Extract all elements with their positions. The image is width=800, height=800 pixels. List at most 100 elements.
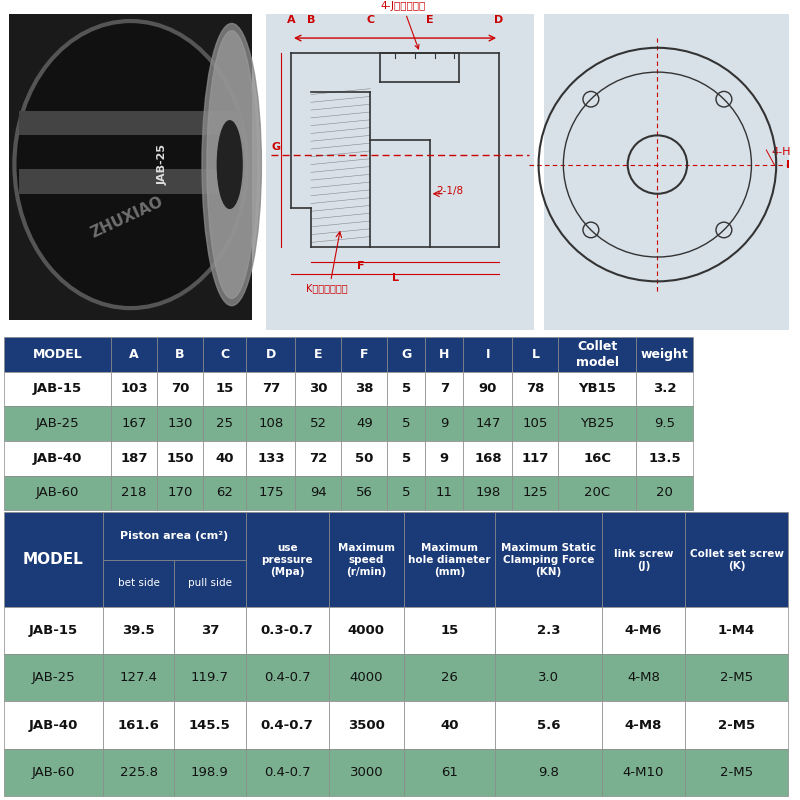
FancyBboxPatch shape [246, 654, 329, 702]
Text: JAB-60: JAB-60 [36, 486, 79, 499]
FancyBboxPatch shape [157, 406, 202, 441]
FancyBboxPatch shape [342, 406, 387, 441]
Text: 150: 150 [166, 452, 194, 465]
FancyBboxPatch shape [202, 406, 246, 441]
FancyBboxPatch shape [495, 749, 602, 796]
FancyBboxPatch shape [103, 560, 174, 607]
Text: 127.4: 127.4 [120, 671, 158, 684]
Text: 9.8: 9.8 [538, 766, 559, 779]
Text: Maximum
speed
(r/min): Maximum speed (r/min) [338, 542, 395, 577]
FancyBboxPatch shape [495, 702, 602, 749]
FancyBboxPatch shape [157, 337, 202, 372]
Ellipse shape [202, 23, 262, 306]
Text: link screw
(J): link screw (J) [614, 549, 674, 570]
FancyBboxPatch shape [103, 607, 174, 654]
FancyBboxPatch shape [329, 512, 404, 607]
FancyBboxPatch shape [111, 441, 157, 476]
Text: Maximum Static
Clamping Force
(KN): Maximum Static Clamping Force (KN) [501, 542, 596, 577]
Text: 16C: 16C [583, 452, 611, 465]
FancyBboxPatch shape [495, 654, 602, 702]
Text: 4000: 4000 [348, 624, 385, 637]
FancyBboxPatch shape [246, 702, 329, 749]
Text: 0.3-0.7: 0.3-0.7 [261, 624, 314, 637]
Text: 225.8: 225.8 [120, 766, 158, 779]
FancyBboxPatch shape [111, 372, 157, 406]
Text: JAB-25: JAB-25 [158, 144, 167, 185]
Text: 26: 26 [441, 671, 458, 684]
Text: 187: 187 [120, 452, 148, 465]
FancyBboxPatch shape [202, 476, 246, 510]
Text: F: F [357, 261, 364, 270]
FancyBboxPatch shape [602, 607, 685, 654]
Text: B: B [306, 15, 315, 26]
FancyBboxPatch shape [636, 441, 693, 476]
FancyBboxPatch shape [558, 441, 636, 476]
Text: 7: 7 [440, 382, 449, 395]
FancyBboxPatch shape [246, 406, 295, 441]
Text: JAB-15: JAB-15 [29, 624, 78, 637]
FancyBboxPatch shape [685, 654, 788, 702]
Text: 4-H: 4-H [771, 147, 790, 157]
FancyBboxPatch shape [246, 607, 329, 654]
FancyBboxPatch shape [495, 607, 602, 654]
Text: 38: 38 [355, 382, 374, 395]
FancyBboxPatch shape [4, 337, 111, 372]
Text: 2-M5: 2-M5 [720, 766, 753, 779]
Text: I: I [486, 348, 490, 361]
Text: Piston area (cm²): Piston area (cm²) [120, 531, 229, 541]
Text: JAB-15: JAB-15 [33, 382, 82, 395]
FancyBboxPatch shape [246, 512, 329, 607]
Text: D: D [494, 15, 504, 26]
Text: E: E [426, 15, 434, 26]
Text: JAB-40: JAB-40 [29, 718, 78, 731]
FancyBboxPatch shape [636, 337, 693, 372]
Text: 4-M6: 4-M6 [625, 624, 662, 637]
Text: 4-M10: 4-M10 [623, 766, 664, 779]
FancyBboxPatch shape [513, 441, 558, 476]
Text: 168: 168 [474, 452, 502, 465]
Text: D: D [266, 348, 276, 361]
Text: bet side: bet side [118, 578, 159, 588]
FancyBboxPatch shape [329, 702, 404, 749]
Text: use
pressure
(Mpa): use pressure (Mpa) [262, 542, 313, 577]
FancyBboxPatch shape [295, 337, 342, 372]
FancyBboxPatch shape [174, 654, 246, 702]
FancyBboxPatch shape [463, 337, 513, 372]
Text: 0.4-0.7: 0.4-0.7 [264, 671, 310, 684]
Text: 11: 11 [436, 486, 453, 499]
Text: 56: 56 [356, 486, 373, 499]
FancyBboxPatch shape [111, 337, 157, 372]
Text: 130: 130 [167, 417, 193, 430]
Text: 117: 117 [522, 452, 549, 465]
Text: 133: 133 [257, 452, 285, 465]
FancyBboxPatch shape [636, 406, 693, 441]
FancyBboxPatch shape [174, 702, 246, 749]
FancyBboxPatch shape [387, 476, 426, 510]
FancyBboxPatch shape [685, 702, 788, 749]
Text: 52: 52 [310, 417, 327, 430]
FancyBboxPatch shape [426, 372, 463, 406]
Text: 40: 40 [215, 452, 234, 465]
Text: L: L [531, 348, 539, 361]
Text: MODEL: MODEL [33, 348, 82, 361]
Text: Maximum
hole diameter
(mm): Maximum hole diameter (mm) [408, 542, 490, 577]
FancyBboxPatch shape [387, 441, 426, 476]
FancyBboxPatch shape [246, 337, 295, 372]
FancyBboxPatch shape [329, 607, 404, 654]
FancyBboxPatch shape [426, 337, 463, 372]
Text: 198.9: 198.9 [191, 766, 229, 779]
Text: B: B [175, 348, 185, 361]
FancyBboxPatch shape [4, 654, 103, 702]
Text: 2.3: 2.3 [537, 624, 560, 637]
Text: 3000: 3000 [350, 766, 383, 779]
FancyBboxPatch shape [558, 372, 636, 406]
Text: 161.6: 161.6 [118, 718, 159, 731]
FancyBboxPatch shape [558, 337, 636, 372]
FancyBboxPatch shape [4, 702, 103, 749]
FancyBboxPatch shape [543, 14, 789, 330]
FancyBboxPatch shape [246, 749, 329, 796]
Text: 147: 147 [475, 417, 501, 430]
FancyBboxPatch shape [19, 170, 242, 194]
Text: 3.2: 3.2 [653, 382, 676, 395]
FancyBboxPatch shape [4, 749, 103, 796]
